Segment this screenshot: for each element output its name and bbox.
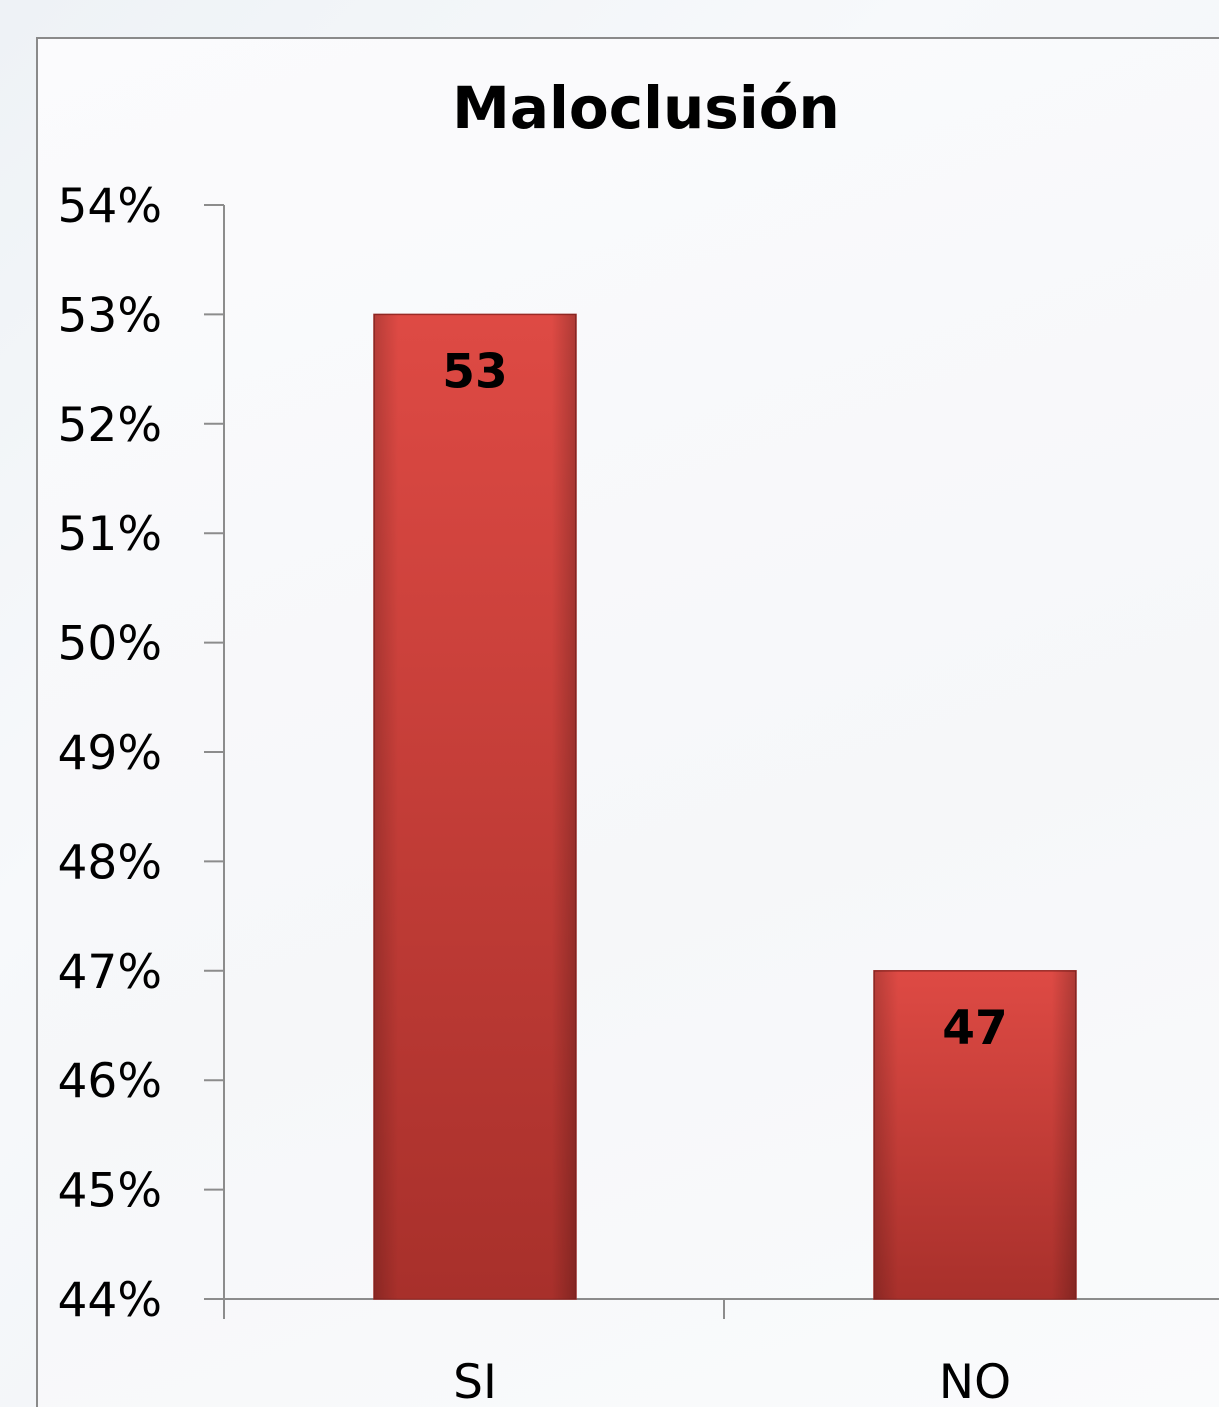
bar-shading	[374, 314, 576, 1299]
category-label: NO	[939, 1355, 1011, 1407]
y-tick-label: 49%	[58, 726, 162, 781]
y-tick-label: 46%	[58, 1054, 162, 1109]
bar-shading	[874, 970, 1076, 1299]
y-tick-label: 53%	[58, 288, 162, 343]
y-tick-label: 51%	[58, 507, 162, 562]
category-labels-group: SI NO	[453, 1355, 1011, 1407]
x-axis	[204, 1298, 1219, 1319]
y-tick-label: 47%	[58, 945, 162, 1000]
category-label: SI	[453, 1355, 497, 1407]
y-tick-label: 54%	[58, 179, 162, 234]
data-label: 47	[942, 1001, 1007, 1056]
y-tick-label: 52%	[58, 398, 162, 453]
y-tick-label: 45%	[58, 1164, 162, 1219]
y-tick-label: 48%	[58, 835, 162, 890]
y-tick-label: 50%	[58, 617, 162, 672]
y-axis: 44% 45% 46% 47% 48% 49% 50% 51% 52% 53% 54%	[58, 179, 225, 1328]
y-tick-label: 44%	[58, 1273, 162, 1328]
data-label: 53	[442, 344, 507, 399]
data-labels-group: 53 47	[442, 344, 1007, 1055]
bars-group	[373, 313, 1077, 1300]
chart-title: Maloclusión	[452, 74, 840, 142]
